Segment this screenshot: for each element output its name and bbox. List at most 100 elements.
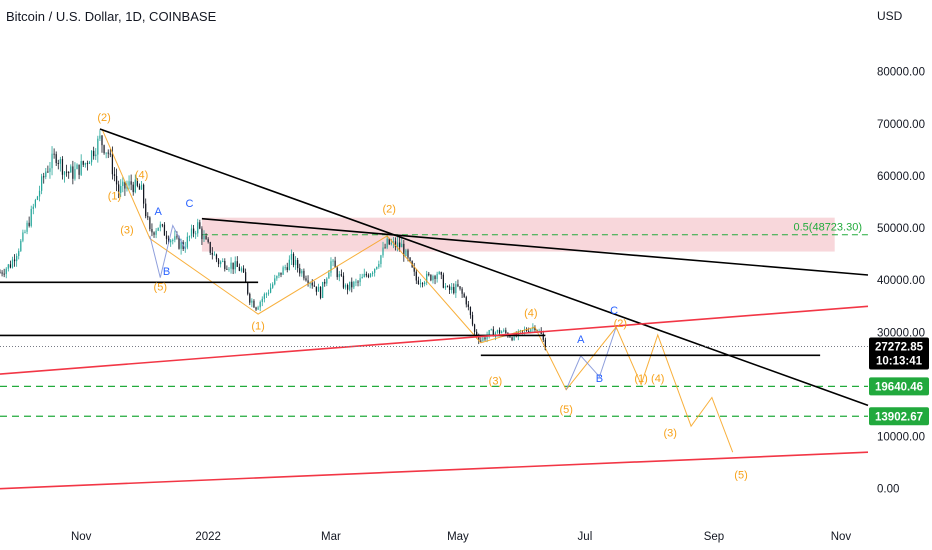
candle-body [371, 272, 374, 274]
candle-body [382, 247, 384, 256]
candle-body [265, 293, 268, 295]
wave-label: C [185, 198, 193, 210]
candle-body [207, 239, 209, 243]
candle-body [446, 286, 449, 288]
candle-body [159, 224, 161, 228]
wave-label: A [577, 334, 585, 346]
last-price-value: 27272.85 [875, 342, 924, 354]
candle-body [272, 284, 274, 288]
candle-body [134, 179, 136, 193]
candle-body [482, 337, 484, 341]
candle-body [330, 261, 332, 273]
candle-body [99, 135, 101, 139]
candle-body [392, 241, 395, 243]
candle-body [153, 232, 155, 235]
candle-body [426, 273, 428, 283]
candle-body [355, 281, 357, 283]
candle-body [430, 274, 432, 281]
candle-body [380, 255, 382, 265]
candle-body [68, 172, 70, 174]
candle-body [317, 286, 320, 292]
candle-body [26, 222, 28, 232]
candle-body [249, 293, 251, 303]
candle-body [76, 164, 78, 170]
elliott-projection-orange [101, 128, 734, 453]
candle-body [234, 261, 236, 270]
y-tick-label: 80000.00 [877, 67, 925, 79]
candle-body [174, 236, 176, 240]
candle-body [228, 268, 230, 270]
candle-body [413, 267, 415, 272]
target-badge-2 [869, 407, 929, 426]
wave-label: B [163, 266, 170, 278]
candle-body [376, 266, 378, 269]
candle-body [7, 264, 9, 269]
candle-body [501, 331, 503, 334]
wave-label: (5) [559, 404, 572, 416]
candle-body [432, 276, 434, 281]
candle-body [140, 184, 143, 190]
long-support-line [0, 451, 869, 490]
candle-body [421, 283, 424, 285]
candle-body [349, 281, 351, 290]
candle-body [282, 267, 284, 275]
candle-body [120, 186, 122, 193]
candle-body [513, 334, 515, 341]
candle-body [386, 238, 388, 248]
candle-body [170, 240, 172, 243]
candle-body [311, 282, 313, 286]
candle-body [405, 250, 407, 256]
candle-body [28, 222, 30, 226]
candle-body [172, 239, 174, 241]
candle-body [436, 273, 438, 280]
target-badge-1 [869, 377, 929, 396]
rising-support-line [0, 305, 869, 375]
candle-body [138, 185, 141, 190]
candle-body [461, 288, 463, 294]
candle-body [453, 286, 455, 294]
candle-body [292, 254, 295, 266]
candle-body [30, 208, 32, 226]
x-tick-label: Mar [321, 531, 341, 543]
candle-body [467, 304, 469, 308]
wave-label: (1) [251, 321, 264, 333]
candle-body [5, 268, 7, 274]
candle-body [36, 196, 39, 200]
candle-body [526, 329, 528, 332]
candle-body [463, 293, 465, 298]
candle-body [286, 267, 288, 270]
candle-body [419, 283, 422, 285]
candle-body [147, 216, 149, 218]
candle-body [276, 275, 278, 279]
wave-label: A [155, 206, 163, 218]
candle-body [113, 174, 116, 176]
fib-level-label: 0.5(48723.30) [794, 222, 863, 234]
candle-body [136, 179, 139, 186]
candle-body [494, 332, 497, 337]
candle-body [95, 154, 97, 157]
candle-body [496, 329, 499, 333]
candle-body [124, 181, 126, 189]
wave-label: C [610, 305, 618, 317]
chart-title: Bitcoin / U.S. Dollar, 1D, COINBASE [6, 9, 217, 24]
candle-body [9, 264, 12, 268]
candle-body [16, 256, 18, 262]
candle-body [180, 242, 182, 249]
candle-body [197, 222, 199, 234]
candle-body [143, 184, 145, 204]
y-tick-label: 70000.00 [877, 119, 925, 131]
wave-label: B [596, 373, 603, 385]
candle-body [351, 281, 353, 288]
candle-body [145, 203, 147, 217]
candle-body [519, 330, 522, 332]
candle-body [511, 337, 513, 341]
main-downtrend-line [99, 128, 869, 407]
target-badge-label: 13902.67 [875, 411, 923, 423]
wave-label: (5) [154, 282, 167, 294]
candle-body [390, 242, 392, 245]
candle-body [0, 272, 1, 274]
candle-body [82, 161, 84, 165]
candle-body [299, 268, 301, 274]
